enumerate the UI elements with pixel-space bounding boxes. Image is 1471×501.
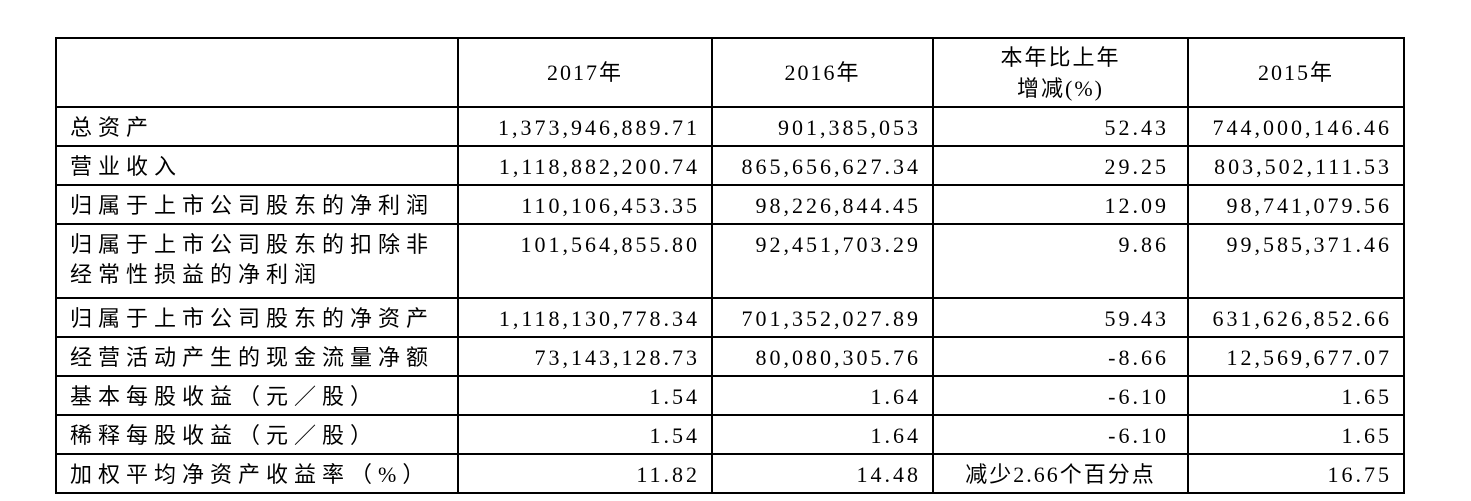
row-label-cell: 经营活动产生的现金流量净额	[55, 336, 459, 377]
header-cell-change: 本年比上年 增减(%)	[932, 37, 1189, 108]
value-2016-cell: 98,226,844.45	[711, 184, 934, 225]
row-label-cell: 总资产	[55, 106, 459, 147]
value-2015-cell: 98,741,079.56	[1187, 184, 1405, 225]
change-cell: 29.25	[932, 145, 1189, 186]
header-cell-2016: 2016年	[711, 37, 934, 108]
table-row-operating-cash-flow: 经营活动产生的现金流量净额 73,143,128.73 80,080,305.7…	[55, 336, 1405, 377]
value-2015-cell: 803,502,111.53	[1187, 145, 1405, 186]
change-cell: -8.66	[932, 336, 1189, 377]
row-label-cell: 基本每股收益（元／股）	[55, 375, 459, 416]
value-2016-cell: 92,451,703.29	[711, 223, 934, 299]
value-2015-cell: 744,000,146.46	[1187, 106, 1405, 147]
row-label-cell: 加权平均净资产收益率（%）	[55, 453, 459, 494]
row-label-cell: 营业收入	[55, 145, 459, 186]
table-row-basic-eps: 基本每股收益（元／股） 1.54 1.64 -6.10 1.65	[55, 375, 1405, 416]
header-cell-empty	[55, 37, 459, 108]
value-2016-cell: 701,352,027.89	[711, 297, 934, 338]
value-2016-cell: 80,080,305.76	[711, 336, 934, 377]
change-cell: -6.10	[932, 375, 1189, 416]
value-2015-cell: 631,626,852.66	[1187, 297, 1405, 338]
table-row-diluted-eps: 稀释每股收益（元／股） 1.54 1.64 -6.10 1.65	[55, 414, 1405, 455]
value-2016-cell: 14.48	[711, 453, 934, 494]
value-2017-cell: 1,118,130,778.34	[457, 297, 713, 338]
table-row-weighted-avg-roe: 加权平均净资产收益率（%） 11.82 14.48 减少2.66个百分点 16.…	[55, 453, 1405, 494]
value-2016-cell: 901,385,053	[711, 106, 934, 147]
header-cell-2015: 2015年	[1187, 37, 1405, 108]
value-2015-cell: 1.65	[1187, 375, 1405, 416]
change-cell: -6.10	[932, 414, 1189, 455]
header-cell-2017: 2017年	[457, 37, 713, 108]
value-2017-cell: 1,118,882,200.74	[457, 145, 713, 186]
value-2017-cell: 1,373,946,889.71	[457, 106, 713, 147]
table-header-row: 2017年 2016年 本年比上年 增减(%) 2015年	[55, 37, 1405, 108]
change-cell: 减少2.66个百分点	[932, 453, 1189, 494]
change-cell: 52.43	[932, 106, 1189, 147]
value-2017-cell: 101,564,855.80	[457, 223, 713, 299]
row-label-cell: 归属于上市公司股东的扣除非经常性损益的净利润	[55, 223, 459, 299]
value-2017-cell: 1.54	[457, 375, 713, 416]
value-2017-cell: 11.82	[457, 453, 713, 494]
table-row-net-profit: 归属于上市公司股东的净利润 110,106,453.35 98,226,844.…	[55, 184, 1405, 225]
value-2017-cell: 73,143,128.73	[457, 336, 713, 377]
value-2015-cell: 1.65	[1187, 414, 1405, 455]
financial-summary-table: 2017年 2016年 本年比上年 增减(%) 2015年 总资产 1,373,…	[55, 37, 1405, 494]
change-cell: 9.86	[932, 223, 1189, 299]
table-row-net-profit-excl-nonrecurring: 归属于上市公司股东的扣除非经常性损益的净利润 101,564,855.80 92…	[55, 223, 1405, 299]
value-2015-cell: 16.75	[1187, 453, 1405, 494]
value-2017-cell: 1.54	[457, 414, 713, 455]
change-cell: 12.09	[932, 184, 1189, 225]
value-2016-cell: 865,656,627.34	[711, 145, 934, 186]
table-row-operating-revenue: 营业收入 1,118,882,200.74 865,656,627.34 29.…	[55, 145, 1405, 186]
value-2015-cell: 12,569,677.07	[1187, 336, 1405, 377]
table-row-net-assets: 归属于上市公司股东的净资产 1,118,130,778.34 701,352,0…	[55, 297, 1405, 338]
table-row-total-assets: 总资产 1,373,946,889.71 901,385,053 52.43 7…	[55, 106, 1405, 147]
value-2016-cell: 1.64	[711, 375, 934, 416]
value-2017-cell: 110,106,453.35	[457, 184, 713, 225]
row-label-cell: 归属于上市公司股东的净利润	[55, 184, 459, 225]
value-2016-cell: 1.64	[711, 414, 934, 455]
change-cell: 59.43	[932, 297, 1189, 338]
row-label-cell: 稀释每股收益（元／股）	[55, 414, 459, 455]
row-label-cell: 归属于上市公司股东的净资产	[55, 297, 459, 338]
value-2015-cell: 99,585,371.46	[1187, 223, 1405, 299]
